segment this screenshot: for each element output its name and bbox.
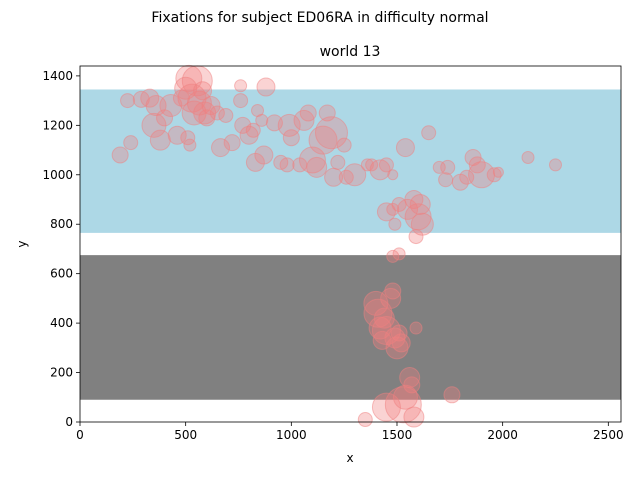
fixation-point (308, 125, 338, 155)
fixation-point (521, 150, 535, 164)
fixation-point (245, 122, 261, 138)
x-tick-label: 0 (76, 428, 84, 442)
fixation-point (336, 137, 352, 153)
fixation-point (330, 154, 346, 170)
fixation-point (156, 109, 174, 127)
y-tick-label: 1000 (42, 168, 73, 182)
fixation-point (314, 116, 348, 150)
chart-title: world 13 (320, 44, 381, 60)
fixation-point (376, 202, 396, 222)
fixation-point (409, 321, 423, 335)
regions (80, 89, 621, 400)
plot-area (79, 64, 622, 428)
x-tick-label: 500 (174, 428, 197, 442)
fixation-point (279, 157, 295, 173)
fixation-point (384, 282, 402, 300)
fixation-point (343, 163, 367, 187)
fixation-point (438, 172, 454, 188)
scatter-points (111, 64, 562, 428)
fixation-point (403, 376, 421, 394)
fixation-point (218, 107, 234, 123)
y-tick-label: 200 (50, 366, 73, 380)
fixation-point (357, 412, 373, 428)
fixation-point (123, 135, 139, 151)
fixation-point (371, 392, 401, 422)
fixation-point (111, 146, 129, 164)
y-axis-label: y (15, 240, 29, 247)
y-tick-label: 400 (50, 316, 73, 330)
fixation-point (120, 93, 136, 109)
fixation-point (233, 93, 249, 109)
fixation-point (338, 169, 354, 185)
fixation-point (255, 113, 269, 127)
fixation-point (211, 138, 231, 158)
fixation-point (388, 217, 402, 231)
y-tick-label: 1200 (42, 118, 73, 132)
fixation-point (392, 247, 406, 261)
fixation-point (149, 129, 171, 151)
fixation-point (468, 156, 486, 174)
fixation-point (180, 130, 196, 146)
y-tick-label: 0 (65, 415, 73, 429)
fixation-point (395, 138, 415, 158)
fixation-point (387, 169, 399, 181)
fixation-point (373, 307, 395, 329)
region-band-1 (80, 255, 621, 400)
fixation-point (548, 158, 562, 172)
axes-frame (79, 65, 622, 423)
x-tick-label: 2500 (593, 428, 624, 442)
y-tick-label: 800 (50, 217, 73, 231)
fixation-point (385, 336, 409, 360)
fixation-point (410, 212, 434, 236)
fixation-point (391, 333, 411, 353)
fixation-point (403, 406, 425, 428)
fixation-point (293, 109, 315, 131)
x-axis-ticks: 0 500 1000 1500 2000 2500 (76, 422, 624, 442)
y-tick-label: 600 (50, 267, 73, 281)
x-axis-label: x (346, 451, 353, 465)
chart-suptitle: Fixations for subject ED06RA in difficul… (151, 10, 488, 26)
fixation-point (409, 193, 431, 215)
fixation-point (378, 157, 394, 173)
x-tick-label: 1000 (276, 428, 307, 442)
fixation-point (254, 145, 274, 165)
fixation-point (443, 386, 461, 404)
y-axis-ticks: 0 200 400 600 800 1000 1200 1400 (42, 69, 80, 429)
fixation-point (440, 159, 456, 175)
fixation-point (384, 386, 422, 424)
fixation-point (159, 94, 183, 118)
fixation-point (282, 129, 300, 147)
fixation-point (390, 324, 408, 342)
fixation-point (299, 104, 317, 122)
y-tick-label: 1400 (42, 69, 73, 83)
x-tick-label: 2000 (487, 428, 518, 442)
fixation-point (421, 125, 437, 141)
fixation-point (369, 159, 391, 181)
x-tick-label: 1500 (382, 428, 413, 442)
fixation-point (209, 105, 225, 121)
fixation-point (256, 77, 276, 97)
fixation-point (386, 202, 400, 216)
fixation-point (167, 125, 187, 145)
fixation-point (306, 156, 328, 178)
fixation-point (432, 160, 446, 174)
fixation-point (193, 81, 213, 101)
fixation-point (492, 166, 504, 178)
fixation-point (183, 138, 197, 152)
fixation-point (223, 134, 241, 152)
fixation-point (234, 79, 248, 93)
region-band-0 (80, 89, 621, 233)
